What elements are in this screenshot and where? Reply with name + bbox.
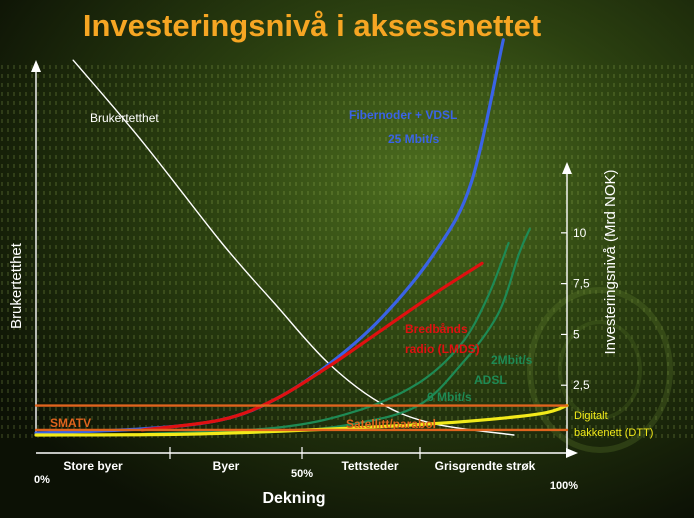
label-adsl-speed: 2Mbit/s <box>491 353 533 367</box>
x-axis-arrow <box>566 448 578 458</box>
x-end-label-0: 0% <box>34 474 50 486</box>
segment-label-tettsteder: Tettsteder <box>341 459 398 473</box>
segment-label-byer: Byer <box>213 459 240 473</box>
background-texture <box>0 60 694 440</box>
series-line-bredb-nds-radio-lmds <box>140 261 484 432</box>
chart-title: Investeringsnivå i aksessnettet <box>83 8 541 43</box>
label-lmds-2: radio (LMDS) <box>405 342 480 356</box>
label-fibernoder: Fibernoder + VDSL <box>349 108 457 122</box>
right-y-axis-arrow <box>562 162 572 174</box>
y-tick-label-1: 5 <box>573 327 580 341</box>
label-lmds-1: Bredbånds <box>405 322 468 336</box>
y-tick-label-0: 2,5 <box>573 378 590 392</box>
left-y-axis-arrow <box>31 60 41 72</box>
label-smatv: SMATV <box>50 416 91 430</box>
label-dtt-2: bakkenett (DTT) <box>574 427 653 439</box>
y-tick-label-2: 7,5 <box>573 277 590 291</box>
x-end-label-50: 50% <box>291 468 313 480</box>
left-y-axis-label: Brukertetthet <box>8 242 25 329</box>
right-y-axis-label: Investeringsnivå (Mrd NOK) <box>602 169 619 354</box>
series-group <box>34 38 569 437</box>
label-6mbit: 6 Mbit/s <box>427 390 472 404</box>
segment-label-grisgrendte: Grisgrendte strøk <box>435 459 536 473</box>
label-satellitt: Satellitt/parabol <box>346 417 436 431</box>
segment-label-store-byer: Store byer <box>63 459 123 473</box>
y-tick-label-3: 10 <box>573 226 587 240</box>
series-line-digitalt-bakkenett-dtt <box>34 403 569 437</box>
right-y-ticks: 2,5 5 7,5 10 <box>561 226 590 392</box>
label-dtt-1: Digitalt <box>574 410 608 422</box>
label-brukertetthet: Brukertetthet <box>90 111 159 125</box>
label-fibernoder-speed: 25 Mbit/s <box>388 132 440 146</box>
label-adsl: ADSL <box>474 373 507 387</box>
x-end-label-100: 100% <box>550 480 578 492</box>
background-swirl <box>527 287 673 453</box>
x-axis-label: Dekning <box>262 490 325 507</box>
background-swirl-inner <box>558 320 642 420</box>
series-line-brukertetthet <box>72 59 515 436</box>
